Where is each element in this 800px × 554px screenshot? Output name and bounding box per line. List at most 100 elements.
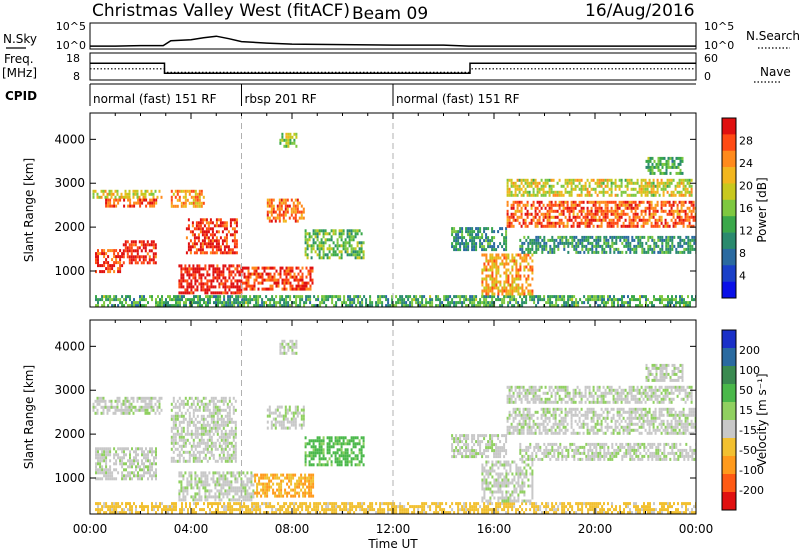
- heatmap-cell: [123, 474, 125, 478]
- heatmap-cell: [220, 432, 223, 436]
- heatmap-cell: [220, 399, 223, 403]
- heatmap-cell: [533, 295, 536, 299]
- heatmap-cell: [530, 178, 533, 182]
- heatmap-cell: [276, 216, 279, 220]
- heatmap-cell: [246, 498, 249, 502]
- heatmap-cell: [133, 462, 135, 466]
- heatmap-cell: [678, 190, 681, 194]
- heatmap-cell: [331, 295, 334, 299]
- heatmap-cell: [172, 459, 175, 463]
- heatmap-cell: [534, 206, 537, 210]
- heatmap-cell: [269, 301, 272, 305]
- heatmap-cell: [233, 221, 236, 225]
- heatmap-cell: [270, 213, 273, 217]
- heatmap-cell: [203, 236, 206, 240]
- heatmap-cell: [342, 229, 345, 233]
- heatmap-cell: [555, 298, 558, 302]
- heatmap-cell: [648, 181, 651, 185]
- heatmap-cell: [225, 227, 228, 231]
- heatmap-cell: [202, 471, 205, 475]
- heatmap-cell: [198, 489, 201, 493]
- heatmap-cell: [100, 189, 103, 193]
- heatmap-cell: [156, 399, 159, 403]
- heatmap-cell: [263, 287, 266, 291]
- heatmap-cell: [264, 491, 267, 495]
- heatmap-cell: [194, 279, 197, 283]
- heatmap-cell: [218, 276, 221, 280]
- heatmap-cell: [229, 301, 232, 305]
- heatmap-cell: [226, 417, 229, 421]
- colorbar-tick-label: 24: [739, 157, 753, 170]
- heatmap-cell: [196, 408, 199, 412]
- heatmap-cell: [582, 200, 585, 204]
- heatmap-cell: [651, 238, 654, 242]
- heatmap-cell: [198, 273, 201, 277]
- heatmap-cell: [340, 235, 343, 239]
- heatmap-cell: [132, 255, 135, 259]
- heatmap-cell: [325, 304, 328, 307]
- heatmap-cell: [246, 489, 249, 493]
- heatmap-cell: [513, 286, 516, 290]
- heatmap-cell: [668, 224, 671, 228]
- heatmap-cell: [483, 289, 486, 293]
- heatmap-cell: [495, 280, 498, 284]
- heatmap-cell: [301, 266, 304, 270]
- heatmap-cell: [204, 447, 207, 451]
- heatmap-cell: [208, 279, 211, 283]
- heatmap-cell: [485, 253, 488, 257]
- heatmap-cell: [274, 494, 277, 498]
- heatmap-cell: [216, 447, 219, 451]
- heatmap-cell: [192, 408, 195, 412]
- heatmap-cell: [226, 435, 229, 439]
- heatmap-cell: [481, 280, 484, 284]
- heatmap-cell: [354, 235, 357, 239]
- heatmap-cell: [473, 245, 476, 249]
- heatmap-cell: [546, 181, 549, 185]
- heatmap-cell: [231, 304, 234, 307]
- heatmap-cell: [179, 304, 181, 307]
- heatmap-cell: [222, 285, 225, 289]
- heatmap-cell: [281, 287, 284, 291]
- heatmap-cell: [600, 209, 603, 213]
- heatmap-cell: [467, 233, 470, 237]
- heatmap-cell: [216, 432, 219, 436]
- heatmap-cell: [96, 396, 99, 400]
- heatmap-cell: [128, 192, 131, 196]
- heatmap-cell: [268, 219, 271, 223]
- heatmap-cell: [238, 270, 241, 274]
- heatmap-cell: [453, 304, 456, 307]
- heatmap-cell: [571, 244, 574, 248]
- heatmap-cell: [262, 485, 265, 489]
- heatmap-cell: [293, 141, 296, 145]
- heatmap-cell: [95, 450, 97, 454]
- heatmap-cell: [198, 426, 201, 430]
- heatmap-cell: [105, 201, 108, 205]
- heatmap-cell: [95, 261, 97, 265]
- heatmap-cell: [143, 462, 145, 466]
- heatmap-cell: [105, 456, 108, 460]
- heatmap-cell: [224, 438, 227, 442]
- heatmap-cell: [179, 295, 181, 299]
- heatmap-cell: [578, 221, 581, 225]
- heatmap-cell: [206, 405, 209, 409]
- heatmap-cell: [672, 203, 675, 207]
- heatmap-cell: [577, 250, 580, 254]
- heatmap-cell: [352, 247, 355, 251]
- heatmap-cell: [224, 483, 227, 487]
- heatmap-cell: [683, 247, 686, 251]
- heatmap-cell: [599, 238, 602, 242]
- heatmap-cell: [205, 295, 207, 299]
- heatmap-cell: [145, 459, 147, 463]
- heatmap-cell: [274, 473, 277, 477]
- heatmap-cell: [230, 282, 233, 286]
- heatmap-cell: [256, 494, 259, 498]
- heatmap-cell: [518, 209, 521, 213]
- heatmap-cell: [519, 253, 522, 257]
- heatmap-cell: [365, 301, 368, 305]
- heatmap-cell: [632, 193, 635, 197]
- heatmap-cell: [109, 459, 112, 463]
- heatmap-cell: [190, 483, 193, 487]
- heatmap-cell: [592, 178, 595, 182]
- heatmap-cell: [686, 215, 689, 219]
- heatmap-cell: [515, 259, 518, 263]
